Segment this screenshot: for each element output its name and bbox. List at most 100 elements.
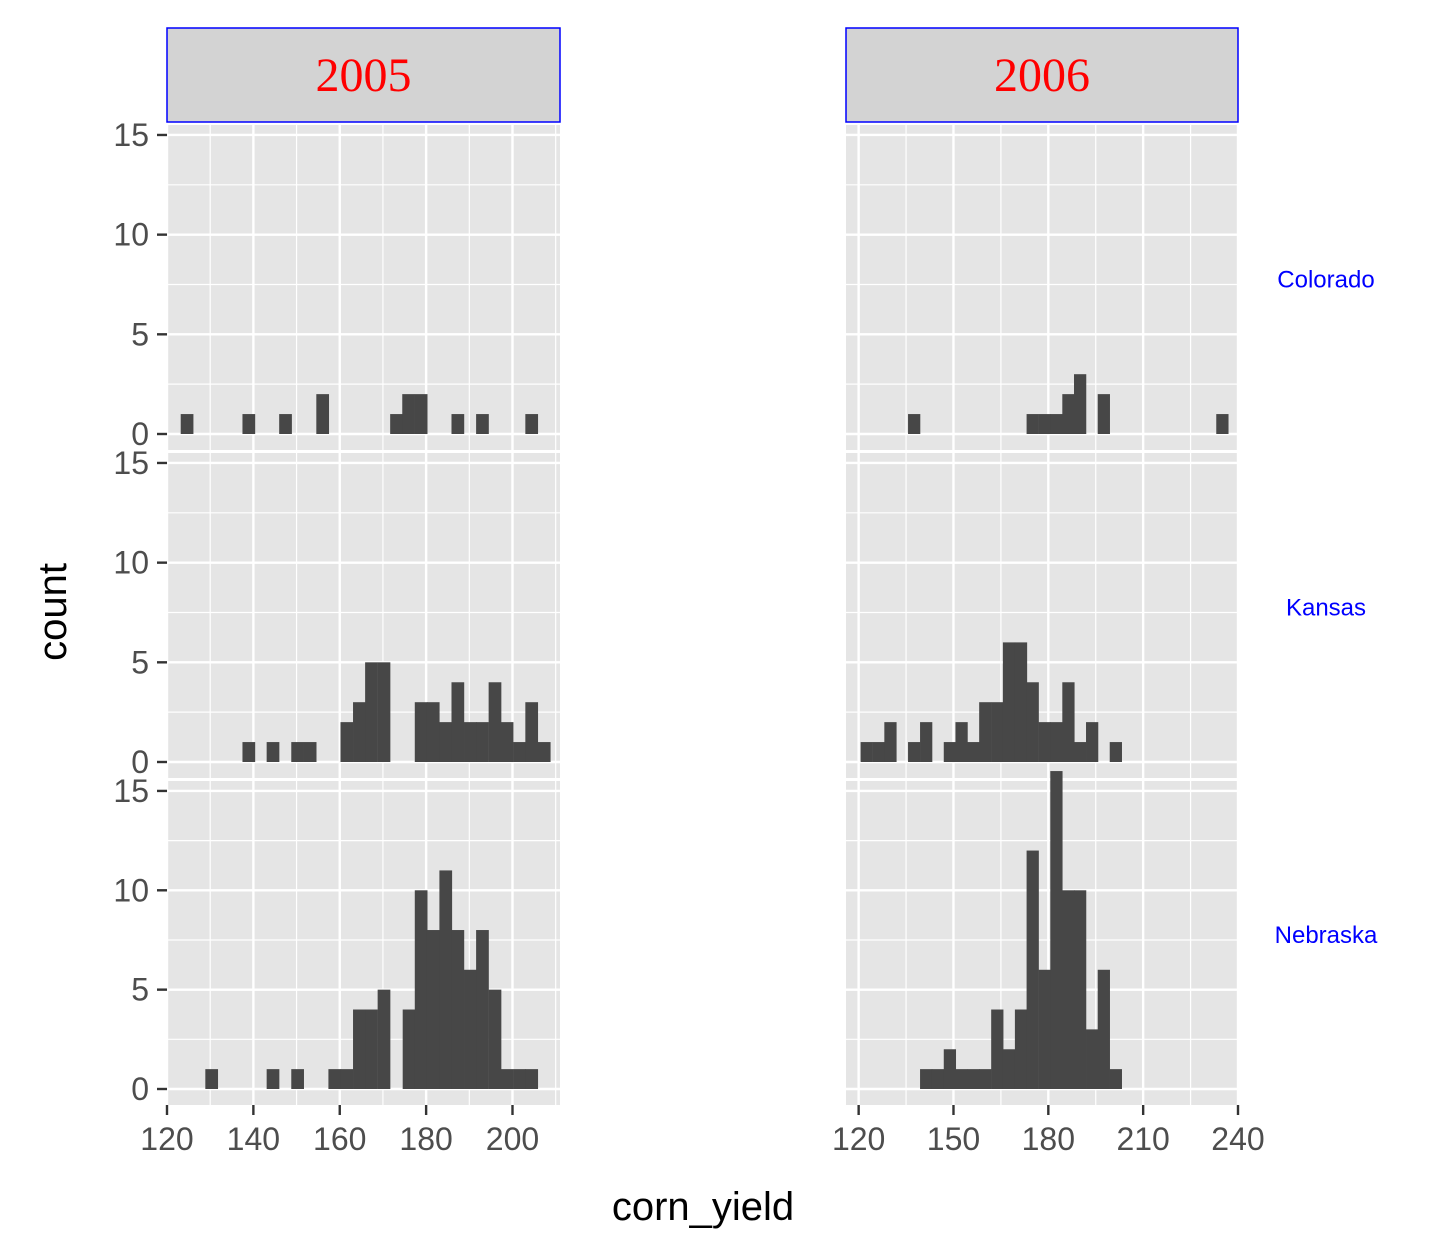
x-tick-label: 150 [927, 1121, 980, 1157]
x-axis-title: corn_yield [612, 1185, 794, 1229]
histogram-bar [476, 414, 489, 434]
histogram-bar [1062, 394, 1075, 434]
row-strip-label-nebraska: Nebraska [1275, 922, 1378, 949]
histogram-bar [402, 1009, 416, 1089]
histogram-bar [303, 742, 317, 762]
histogram-bar [955, 722, 968, 762]
histogram-bar [1026, 682, 1039, 762]
y-tick-label: 10 [113, 872, 149, 908]
histogram-bar [414, 890, 428, 1089]
histogram-bar [451, 414, 465, 434]
histogram-bar [340, 1069, 354, 1089]
histogram-bar [402, 394, 415, 434]
histogram-bar [266, 1069, 280, 1089]
histogram-bar [291, 742, 304, 762]
histogram-bar [920, 1069, 933, 1089]
histogram-bar [1038, 722, 1051, 762]
histogram-bar [1074, 374, 1087, 434]
histogram-bar [884, 722, 897, 762]
x-tick-label: 240 [1211, 1121, 1264, 1157]
histogram-bar [328, 1069, 342, 1089]
column-strip-background [166, 27, 561, 123]
panel-2005-colorado [165, 125, 560, 450]
histogram-bar [353, 1009, 366, 1089]
row-strip-label-colorado: Colorado [1277, 267, 1374, 294]
histogram-bar [500, 722, 514, 762]
y-tick-label: 0 [131, 1071, 149, 1107]
panel-2006-nebraska [846, 771, 1240, 1105]
histogram-bar [439, 722, 453, 762]
histogram-bar [353, 702, 366, 762]
histogram-bar [1002, 642, 1016, 762]
histogram-bar [340, 722, 354, 762]
histogram-bar [525, 1069, 539, 1089]
y-tick-label: 10 [113, 217, 149, 253]
histogram-bar [426, 702, 440, 762]
histogram-bar [1109, 1069, 1122, 1089]
histogram-bar [860, 742, 873, 762]
histogram-bar [991, 702, 1004, 762]
histogram-bar [1109, 742, 1122, 762]
histogram-bar [414, 702, 428, 762]
histogram-bar [414, 394, 428, 434]
column-strip-label: 2005 [316, 49, 412, 102]
y-tick-label: 5 [131, 316, 149, 352]
y-tick-label: 15 [113, 773, 149, 809]
column-strip-background [845, 27, 1239, 123]
y-tick-label: 10 [113, 545, 149, 581]
panels-layer [165, 125, 1240, 1105]
histogram-bar [920, 722, 933, 762]
histogram-bar [1038, 414, 1051, 434]
histogram-bar [377, 989, 391, 1089]
column-strip-2005: 2005 [166, 27, 561, 123]
histogram-bar [439, 870, 453, 1089]
panel-2006-colorado [846, 125, 1240, 450]
histogram-bar [1050, 414, 1063, 434]
y-tick-label: 15 [113, 117, 149, 153]
histogram-bar [205, 1069, 219, 1089]
x-tick-label: 210 [1116, 1121, 1169, 1157]
column-strip-label: 2006 [994, 49, 1090, 102]
histogram-bar [1074, 890, 1087, 1089]
histogram-bar [1026, 850, 1039, 1089]
histogram-bar [1062, 890, 1075, 1089]
y-tick-label: 5 [131, 972, 149, 1008]
histogram-bar [464, 722, 477, 762]
histogram-bar [872, 742, 885, 762]
panel-2006-kansas [846, 453, 1240, 778]
histogram-bar [365, 662, 378, 762]
histogram-bar [943, 742, 957, 762]
histogram-bar [377, 662, 391, 762]
histogram-bar [291, 1069, 304, 1089]
histogram-bar [242, 742, 256, 762]
y-axis-title: count [31, 563, 75, 661]
panel-2005-kansas [165, 453, 560, 778]
histogram-bar [513, 1069, 526, 1089]
histogram-bar [1014, 1009, 1028, 1089]
x-tick-label: 180 [399, 1121, 452, 1157]
histogram-bar [266, 742, 280, 762]
histogram-bar [967, 742, 980, 762]
panel-background [846, 125, 1238, 450]
panel-background [167, 125, 560, 450]
histogram-bar [943, 1049, 957, 1089]
histogram-bar [365, 1009, 378, 1089]
histogram-bar [908, 414, 921, 434]
histogram-bar [1086, 1029, 1099, 1089]
histogram-bar [1074, 742, 1087, 762]
histogram-bar [979, 1069, 992, 1089]
y-tick-label: 15 [113, 445, 149, 481]
histogram-bar [1002, 1049, 1016, 1089]
histogram-bar [1097, 394, 1110, 434]
histogram-bar [279, 414, 292, 434]
histogram-bar [931, 1069, 945, 1089]
histogram-bar [476, 930, 489, 1089]
column-strip-2006: 2006 [845, 27, 1239, 123]
histogram-bar [513, 742, 526, 762]
histogram-bar [1038, 969, 1051, 1089]
histogram-bar [1062, 682, 1075, 762]
row-strip-label-kansas: Kansas [1286, 595, 1366, 622]
y-tick-label: 5 [131, 644, 149, 680]
x-tick-label: 120 [140, 1121, 193, 1157]
